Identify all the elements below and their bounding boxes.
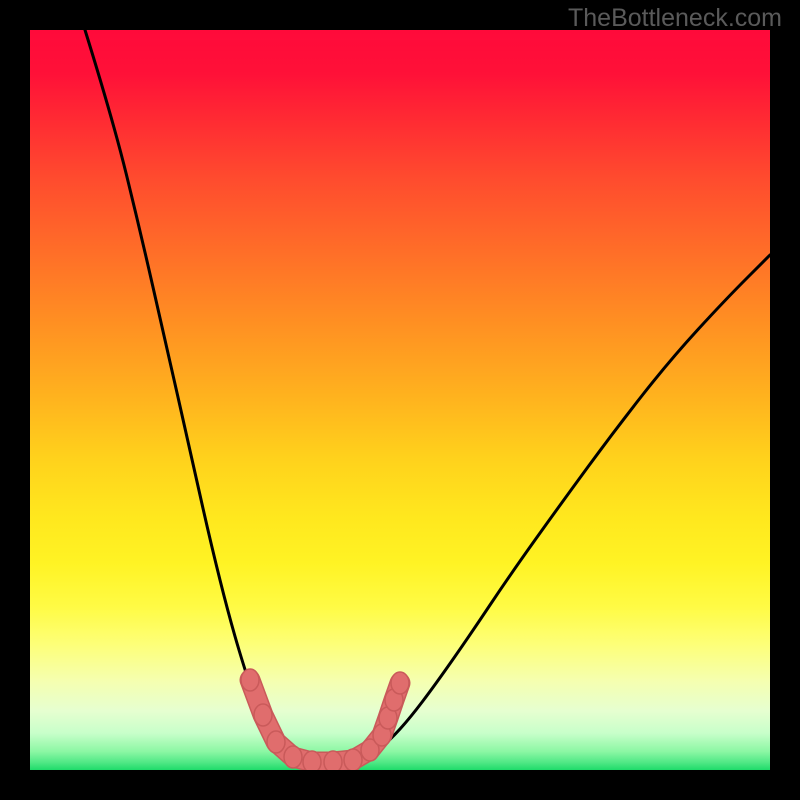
- marker-point: [267, 731, 285, 753]
- gradient-background: [30, 30, 770, 770]
- border-right: [770, 0, 800, 800]
- marker-point: [344, 749, 362, 771]
- watermark-text: TheBottleneck.com: [568, 4, 782, 33]
- marker-point: [391, 672, 409, 694]
- border-bottom: [0, 770, 800, 800]
- plot-svg: [0, 0, 800, 800]
- marker-point: [284, 746, 302, 768]
- border-left: [0, 0, 30, 800]
- marker-point: [241, 669, 259, 691]
- marker-point: [254, 704, 272, 726]
